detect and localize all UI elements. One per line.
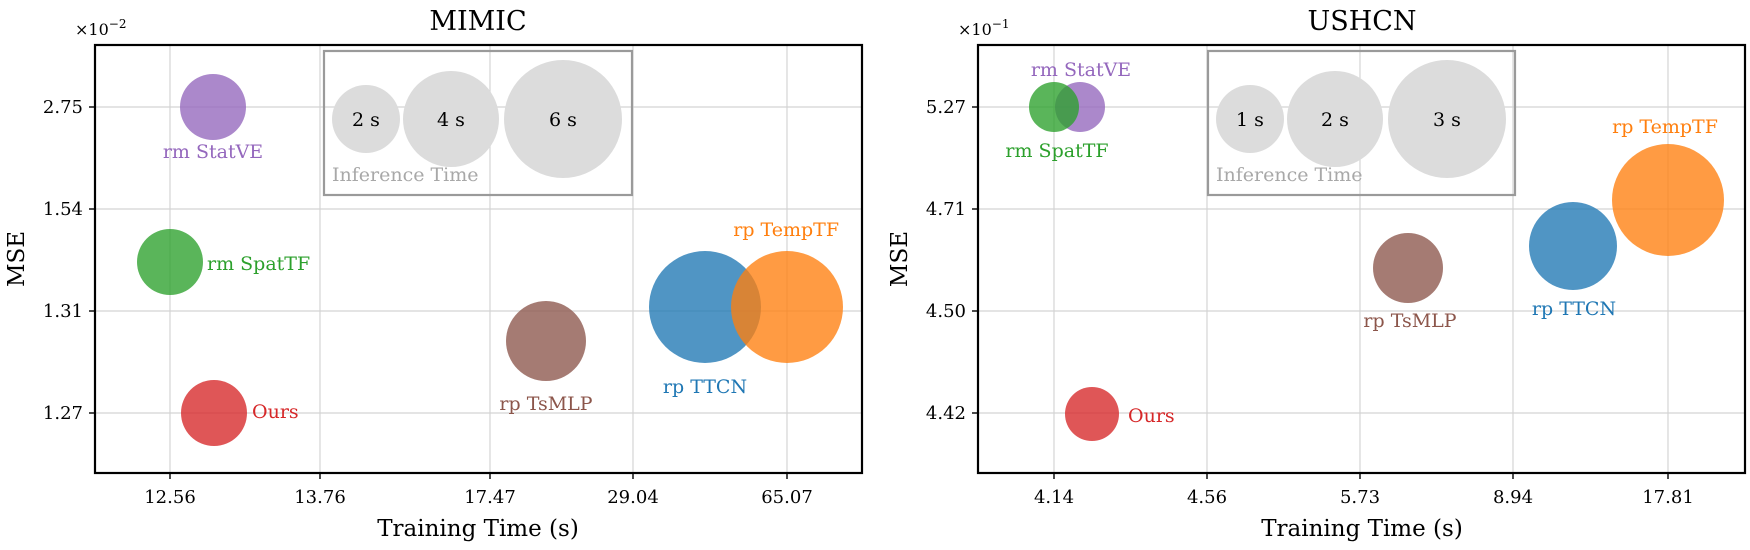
size-legend-circle: [504, 60, 622, 178]
x-axis-label: Training Time (s): [377, 516, 579, 542]
bubble-label: rm SpatTF: [1005, 140, 1108, 162]
size-legend-circle: [332, 85, 400, 153]
size-legend-box: [1206, 49, 1517, 197]
bubble-ours: [181, 380, 247, 446]
y-tick-label: 1.27: [43, 403, 83, 424]
bubble-rp-tsmlp: [506, 301, 586, 381]
bubble-label: Ours: [1128, 405, 1175, 427]
bubble-rp-tsmlp: [1373, 233, 1443, 303]
chart-panel-mimic: 2 s 4 s 6 s Inference Time rm StatVE rm SpatT…: [4, 6, 864, 542]
bubble-rm-statve: [180, 74, 246, 140]
bubble-rp-temptf: [1612, 144, 1724, 256]
chart-title: MIMIC: [429, 6, 526, 37]
bubble-rp-ttcn: [1529, 202, 1617, 290]
bubble-rp-temptf: [731, 251, 843, 363]
bubble-rm-spattf: [1029, 82, 1079, 132]
x-tick-label: 12.56: [144, 487, 196, 508]
size-legend-label: 6 s: [549, 109, 577, 131]
size-legend-circle: [403, 71, 499, 167]
y-axis-label: MSE: [887, 231, 913, 287]
x-tick-label: 8.94: [1493, 487, 1533, 508]
chart-title: USHCN: [1307, 6, 1416, 37]
bubble-label: rp TTCN: [663, 376, 747, 398]
y-scale-note: ×10−1: [958, 17, 1009, 39]
bubble-label: rm StatVE: [163, 141, 263, 163]
size-legend-circle: [1287, 71, 1383, 167]
size-legend-label: 2 s: [352, 109, 380, 131]
x-tick-label: 65.07: [761, 487, 813, 508]
size-legend-circle: [1388, 60, 1506, 178]
size-legend-label: 4 s: [437, 109, 465, 131]
bubble-label: rm StatVE: [1031, 59, 1131, 81]
axes-frame: [976, 43, 1747, 475]
bubble-label: rp TsMLP: [1363, 310, 1456, 332]
bubble-label: rp TsMLP: [499, 393, 592, 415]
y-tick-label: 4.71: [926, 199, 966, 220]
x-tick-label: 13.76: [294, 487, 346, 508]
size-legend-label: 3 s: [1433, 109, 1461, 131]
y-axis-label: MSE: [4, 231, 30, 287]
y-tick-label: 1.54: [43, 199, 83, 220]
x-tick-label: 5.73: [1340, 487, 1380, 508]
bubble-rp-ttcn: [649, 251, 761, 363]
bubble-ours: [1065, 387, 1119, 441]
bubble-label: rm SpatTF: [207, 253, 310, 275]
y-tick-label: 2.75: [43, 97, 83, 118]
y-tick-label: 4.50: [926, 301, 966, 322]
x-tick-label: 4.14: [1034, 487, 1074, 508]
size-legend-label: 2 s: [1321, 109, 1349, 131]
bubble-label: rp TempTF: [1612, 116, 1718, 138]
size-legend-title: Inference Time: [332, 164, 479, 186]
chart-panel-ushcn: 1 s 2 s 3 s Inference Time rm StatVE rm SpatT…: [887, 6, 1747, 542]
bubble-label: Ours: [252, 401, 299, 423]
x-tick-label: 29.04: [607, 487, 659, 508]
size-legend-box: [322, 49, 634, 197]
y-tick-label: 4.42: [926, 403, 966, 424]
x-tick-label: 17.81: [1642, 487, 1694, 508]
bubble-label: rp TTCN: [1532, 298, 1616, 320]
size-legend-circle: [1216, 85, 1284, 153]
size-legend-title: Inference Time: [1216, 164, 1363, 186]
bubble-label: rp TempTF: [733, 219, 839, 241]
y-tick-label: 5.27: [926, 97, 966, 118]
axes-frame: [93, 43, 864, 475]
size-legend-label: 1 s: [1236, 109, 1264, 131]
x-tick-label: 17.47: [464, 487, 516, 508]
y-scale-note: ×10−2: [75, 17, 126, 39]
bubble-rm-spattf: [137, 229, 203, 295]
x-axis-label: Training Time (s): [1261, 516, 1463, 542]
y-tick-label: 1.31: [43, 301, 83, 322]
x-tick-label: 4.56: [1187, 487, 1227, 508]
